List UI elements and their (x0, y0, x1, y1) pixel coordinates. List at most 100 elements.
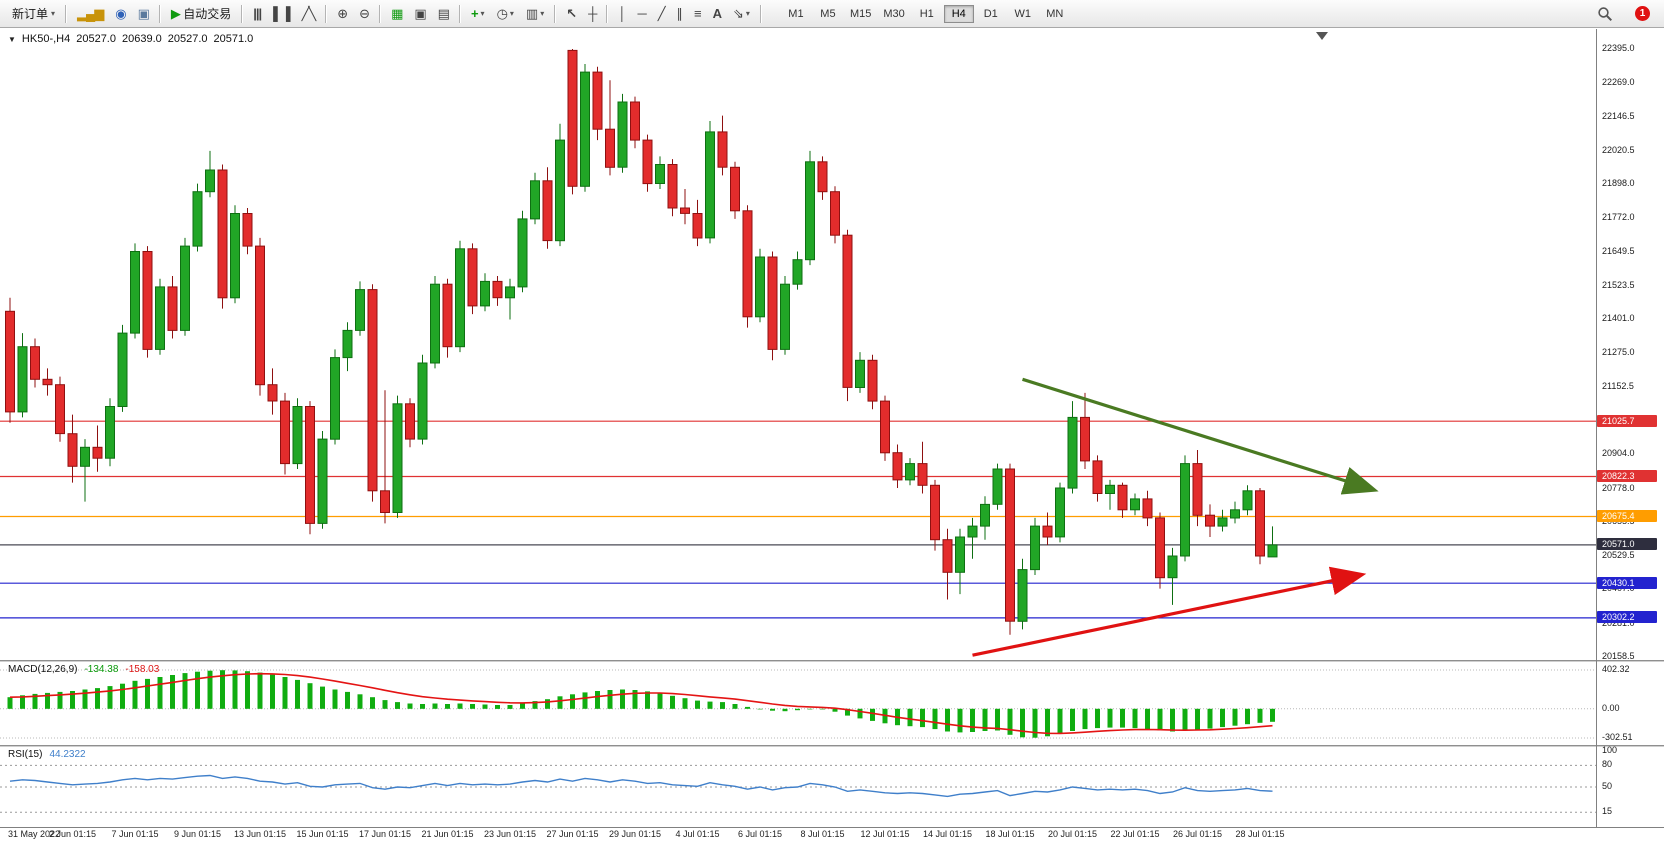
candle-body (1117, 484, 1128, 511)
trendline-tool-button[interactable]: ╱ (653, 2, 670, 26)
macd-histogram-bar (220, 670, 225, 709)
panel-separator[interactable] (0, 745, 1664, 747)
macd-histogram-bar (920, 708, 925, 728)
candle-body (1092, 460, 1103, 494)
cursor-tool-button[interactable]: ↖ (561, 2, 581, 26)
price-chart[interactable] (0, 29, 1596, 660)
arrows-tool-button[interactable]: ⇘ ▾ (728, 2, 755, 26)
toolbar: 新订单 ▾ ▂▄▆ ◉ ▣ ▶ 自动交易 ||| ▌▐ ╱╲ ⊕ (0, 0, 1664, 28)
tf-button-h4[interactable]: H4 (943, 4, 974, 23)
vertical-line-tool-button[interactable]: │ (613, 2, 630, 26)
macd-histogram-bar (307, 683, 313, 709)
rsi-axis-label: 50 (1602, 781, 1613, 791)
macd-histogram-bar (70, 691, 75, 709)
vertical-line-icon: │ (618, 6, 626, 21)
time-axis-border (0, 827, 1664, 828)
panel-separator[interactable] (0, 660, 1664, 662)
candle-body (842, 234, 853, 388)
macd-histogram-bar (57, 691, 63, 709)
macd-axis-label: 0.00 (1602, 702, 1620, 713)
fibonacci-tool-button[interactable]: ≡ (689, 2, 706, 26)
rsi-value: 44.2322 (49, 749, 86, 760)
price-level-tag: 20430.1 (1597, 576, 1657, 589)
candle-body (680, 207, 690, 214)
time-axis: 31 May 2022 2 Jun 01:15 7 Jun 01:15 9 Jun 0… (0, 829, 1596, 843)
toolbar-separator (158, 4, 161, 23)
macd-histogram-bar (745, 706, 750, 709)
navigator-icon: ▣ (137, 6, 150, 21)
autotrade-button[interactable]: ▶ 自动交易 (166, 2, 236, 26)
candle-body (817, 161, 828, 193)
price-tick-label: 20158.5 (1602, 651, 1635, 661)
macd-histogram-bar (970, 708, 975, 732)
text-icon: A (712, 6, 722, 21)
macd-histogram-bar (432, 703, 438, 709)
macd-histogram-bar (7, 697, 13, 709)
macd-histogram-bar (807, 708, 813, 710)
time-axis-label: 26 Jul 01:15 (1172, 829, 1223, 839)
autotrade-label: 自动交易 (183, 7, 232, 21)
tf-button-m5[interactable]: M5 (820, 7, 836, 20)
zoom-in-button[interactable]: ⊕ (332, 2, 352, 26)
tf-button-m30[interactable]: M30 (883, 7, 905, 20)
candle-body (1242, 490, 1253, 511)
price-tick-label: 20778.0 (1602, 482, 1635, 493)
new-chart-button[interactable]: ▂▄▆ (72, 2, 108, 26)
candle-body (605, 128, 615, 168)
channel-tool-button[interactable]: ∥ (672, 2, 688, 26)
line-chart-button[interactable]: ╱╲ (297, 2, 321, 26)
price-tick-label: 21523.5 (1602, 279, 1635, 290)
candle-body (380, 490, 390, 513)
navigator-button[interactable]: ▣ (133, 2, 154, 26)
tf-button-h1[interactable]: H1 (919, 7, 934, 20)
downtrend-arrow (1022, 377, 1379, 495)
candlestick-chart-button[interactable]: ▌▐ (268, 2, 294, 26)
rsi-panel[interactable] (0, 747, 1596, 827)
tf-button-w1[interactable]: W1 (1014, 7, 1032, 20)
macd-histogram-bar (407, 703, 413, 709)
search-button[interactable] (1592, 2, 1618, 26)
tile-horizontal-button[interactable]: ▤ (433, 2, 454, 26)
new-order-button[interactable]: 新订单 ▾ (7, 2, 60, 26)
candle-body (342, 329, 353, 359)
time-axis-label: 8 Jul 01:15 (800, 829, 845, 839)
time-axis-label: 14 Jul 01:15 (922, 829, 973, 839)
candle-body (1105, 484, 1115, 494)
notification-badge[interactable]: 1 (1635, 6, 1650, 21)
candle-body (630, 101, 640, 141)
indicators-button[interactable]: + ▾ (466, 2, 490, 26)
candle-body (1255, 490, 1265, 557)
tile-windows-button[interactable]: ▦ (386, 2, 407, 26)
candle-body (492, 280, 503, 299)
time-axis-label: 22 Jul 01:15 (1110, 829, 1160, 839)
candle-body (17, 346, 28, 413)
cascade-windows-button[interactable]: ▣ (409, 2, 430, 26)
candle-body (330, 357, 340, 440)
chevron-down-icon: ▾ (51, 9, 56, 18)
templates-button[interactable]: ▥ ▾ (521, 2, 549, 26)
macd-panel[interactable] (0, 662, 1596, 745)
candle-body (242, 213, 253, 247)
candle-body (655, 164, 665, 184)
macd-histogram-bar (32, 693, 38, 709)
tf-button-m15[interactable]: M15 (849, 7, 872, 20)
tf-button-d1[interactable]: D1 (983, 7, 998, 20)
tf-button-mn[interactable]: MN (1046, 7, 1064, 20)
time-axis-label: 18 Jul 01:15 (985, 829, 1035, 839)
horizontal-line-tool-button[interactable]: ─ (632, 2, 650, 26)
macd-histogram-bar (545, 699, 550, 709)
crosshair-tool-button[interactable]: ┼ (583, 2, 601, 26)
time-axis-label: 7 Jun 01:15 (111, 829, 159, 839)
candle-body (917, 463, 928, 486)
bar-chart-button[interactable]: ||| (248, 2, 266, 26)
macd-histogram-bar (1095, 708, 1100, 729)
periods-button[interactable]: ◷ ▾ (492, 2, 519, 26)
tf-button-m1[interactable]: M1 (788, 7, 804, 20)
text-tool-button[interactable]: A (708, 2, 726, 26)
ohlc-high: 20639.0 (121, 33, 162, 45)
candle-body (1067, 416, 1078, 489)
market-watch-button[interactable]: ◉ (110, 2, 130, 26)
zoom-out-button[interactable]: ⊖ (354, 2, 374, 26)
toolbar-separator (458, 4, 461, 23)
macd-histogram-bar (1207, 708, 1213, 729)
